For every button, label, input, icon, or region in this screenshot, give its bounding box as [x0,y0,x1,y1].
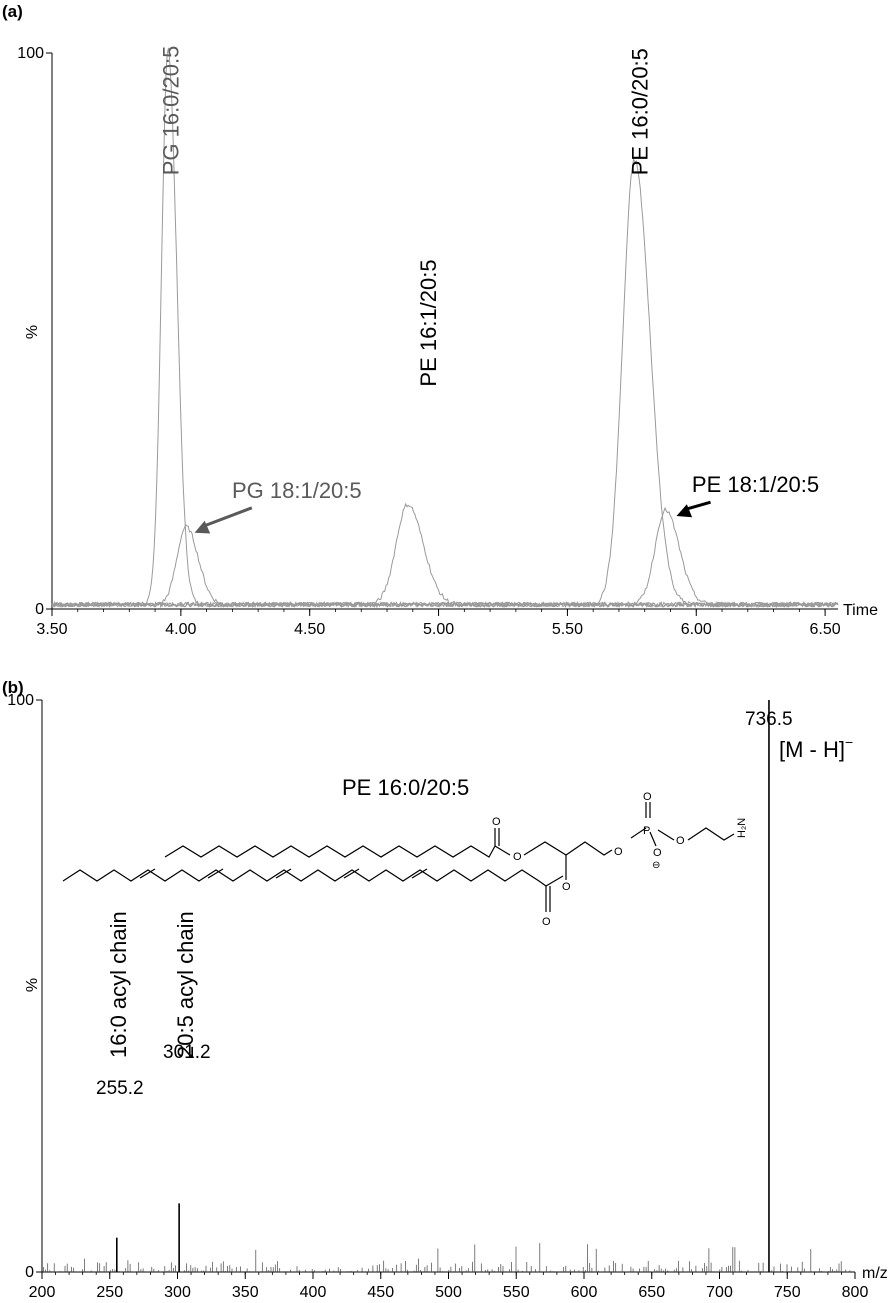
b-x-tick-label: 550 [503,1284,530,1301]
a-x-tick-label: 5.50 [552,621,583,638]
ion-label: [M - H]− [779,734,853,762]
db2 [207,868,224,879]
b-x-tick-label: 700 [706,1284,733,1301]
atom-o-minus: O [653,847,662,859]
b-x-tick-label: 250 [96,1284,123,1301]
b-x-tick-label: 350 [232,1284,259,1301]
chain-205-bond [62,869,547,887]
atom-o-carbonyl-2: O [542,916,551,928]
a-x-axis-title: Time [843,602,878,619]
a-x-tick-label: 3.50 [36,621,67,638]
compound-label: PE 16:0/20:5 [342,775,469,800]
ethanolamine-chain [687,827,735,841]
panel-b-annotations: 736.5 [M - H]− PE 16:0/20:5 16:0 acyl ch… [96,709,853,1099]
b-y-axis-title: % [24,978,41,992]
a-y-tick-label: 0 [35,601,44,618]
panel-a-chromatogram: (a) 3.50 4.00 4.50 5.00 5.50 6.00 6.50 0 100 Time… [2,2,878,638]
peak-label-301: 301.2 [163,1042,211,1063]
b-y-tick-label: 0 [25,1264,34,1281]
db3 [275,868,292,879]
panel-b-mass-spectrum: (b) 200 250 300 350 400 450 500 550 600 650 700 750… [2,678,888,1301]
chain-205-label: 20:5 acyl chain [173,911,198,1058]
a-y-axis-title: % [24,325,41,339]
structure-atoms: O O O P O O O ⊖ H₂N O O [492,791,748,928]
pe-structure-drawing [62,802,735,912]
peak-label-255: 255.2 [96,1078,144,1099]
b-x-tick-label: 500 [435,1284,462,1301]
b-x-tick-label: 300 [164,1284,191,1301]
a-x-tick-label: 4.50 [294,621,325,638]
chain-160-label: 16:0 acyl chain [106,911,131,1058]
b-x-tick-label: 400 [300,1284,327,1301]
p-o-minus [649,831,657,847]
b-x-tick-label: 200 [29,1284,56,1301]
atom-o-ester-1: O [513,851,522,863]
atom-o-ester-2: O [562,881,571,893]
atom-p: P [643,825,650,837]
p-o-bond [630,827,647,839]
a-peak-annotation-0: PG 16:0/20:5 [158,46,183,176]
chromatogram-trace-4 [51,506,839,609]
a-arrow-head-4 [676,504,693,518]
a-arrow-shaft-4 [686,500,711,511]
ion-text: [M - H] [779,737,845,762]
charge-minus: ⊖ [652,860,660,871]
b-x-axis-title: m/z [862,1265,888,1282]
a-x-tick-label: 4.00 [165,621,196,638]
b-x-tick-label: 750 [774,1284,801,1301]
a-peak-annotation-3: PE 16:0/20:5 [627,48,652,175]
a-peak-annotation-4: PE 18:1/20:5 [692,472,819,497]
chain-160-bond [164,845,496,858]
glycerol-backbone [523,841,613,856]
db1 [139,868,156,879]
a-x-tick-label: 6.00 [681,621,712,638]
chromatogram-trace-1 [51,523,839,609]
b-y-tick-label: 100 [7,692,34,709]
a-arrow-shaft-1 [204,506,253,528]
b-x-tick-label: 600 [571,1284,598,1301]
b-x-tick-label: 450 [367,1284,394,1301]
a-peak-annotation-2: PE 16:1/20:5 [416,259,441,386]
atom-o-phosphate: O [614,846,623,858]
a-x-tick-label: 6.50 [810,621,841,638]
ion-charge: − [845,734,853,750]
a-x-tick-label: 5.00 [423,621,454,638]
a-y-tick-label: 100 [17,45,44,62]
db5 [411,868,428,879]
panel-a-label: (a) [2,2,23,21]
a-arrow-head-1 [194,520,211,534]
atom-o-p-double: O [643,791,652,803]
panel-a-axes: 3.50 4.00 4.50 5.00 5.50 6.00 6.50 0 100 Time% [17,45,878,638]
chromatogram-trace-2 [51,502,839,609]
atom-o-carbonyl-1: O [492,816,501,828]
panel-b-label: (b) [2,678,24,697]
b-x-tick-label: 800 [842,1284,869,1301]
a-peak-annotation-1: PG 18:1/20:5 [232,478,362,503]
atom-o-p-ester: O [676,835,685,847]
db4 [343,868,360,879]
panel-a-annotations: PG 16:0/20:5 PG 18:1/20:5 PE 16:1/20:5 PE 1… [158,46,819,534]
atom-nh2: H₂N [736,818,748,838]
ester-bond-1 [494,845,511,856]
p-o-bond2 [657,829,675,841]
b-x-tick-label: 650 [638,1284,665,1301]
peak-label-736: 736.5 [745,709,793,730]
panel-a-traces [51,47,839,609]
ester-bond-2 [545,875,564,887]
chromatogram-trace-3 [51,157,839,609]
panel-b-spectrum [43,700,851,1272]
